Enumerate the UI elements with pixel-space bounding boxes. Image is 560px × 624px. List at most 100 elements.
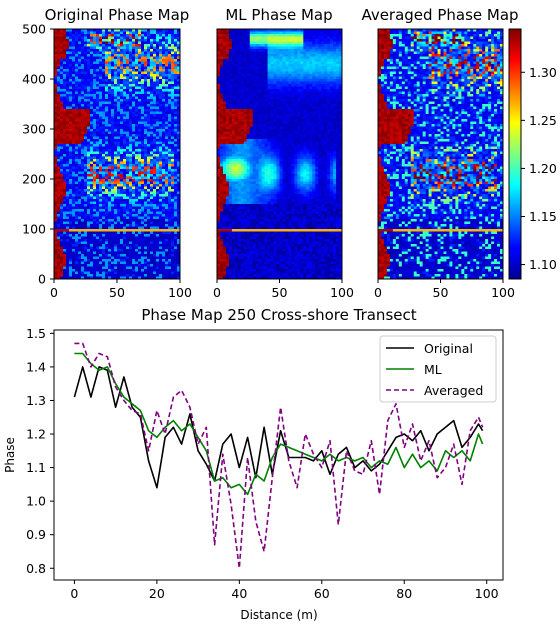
heatmap-cell <box>159 121 163 125</box>
heatmap-cell <box>63 251 67 255</box>
heatmap-cell <box>123 186 127 190</box>
heatmap-cell <box>96 219 100 222</box>
heatmap-cell <box>111 56 115 60</box>
heatmap-cell <box>135 221 139 225</box>
heatmap-cell <box>159 179 163 182</box>
heatmap-cell <box>66 271 70 275</box>
heatmap-cell <box>99 96 103 100</box>
heatmap-cell <box>258 39 262 42</box>
heatmap-cell <box>174 51 178 55</box>
heatmap-cell <box>144 261 148 265</box>
heatmap-cell <box>90 59 94 62</box>
heatmap-cell <box>111 39 115 42</box>
heatmap-cell <box>252 46 257 50</box>
heatmap-cell <box>78 151 82 155</box>
heatmap-cell <box>273 51 277 55</box>
heatmap-cell <box>324 69 328 72</box>
heatmap-cell <box>217 34 221 37</box>
heatmap-cell <box>217 69 221 72</box>
heatmap-cell <box>138 129 142 132</box>
heatmap-cell <box>102 91 106 95</box>
heatmap-cell <box>165 126 169 130</box>
heatmap-cell <box>177 229 181 232</box>
heatmap-cell <box>285 41 289 45</box>
heatmap-cell <box>162 66 166 70</box>
heatmap-cell <box>141 216 145 220</box>
heatmap-cell <box>75 179 79 182</box>
heatmap-cell <box>231 54 236 57</box>
heatmap-cell <box>54 179 58 182</box>
heatmap-cell <box>228 31 233 35</box>
heatmap-cell <box>54 266 58 270</box>
heatmap-cell <box>126 139 130 142</box>
heatmap-cell <box>129 191 133 195</box>
heatmap-cell <box>123 121 127 125</box>
heatmap-cell <box>240 66 245 70</box>
heatmap-cell <box>63 54 67 57</box>
heatmap-cell <box>63 186 67 190</box>
heatmap-cell <box>75 136 79 140</box>
heatmap-cell <box>123 246 127 250</box>
heatmap-cell <box>129 229 133 232</box>
heatmap-cell <box>90 164 94 167</box>
heatmap-cell <box>174 246 178 250</box>
heatmap-cell <box>96 179 100 182</box>
heatmap-cell <box>84 274 88 277</box>
heatmap-cell <box>96 261 100 265</box>
heatmap-cell <box>114 229 118 232</box>
heatmap-cell <box>174 59 178 62</box>
heatmap-cell <box>141 64 145 67</box>
heatmap-cell <box>219 36 224 40</box>
heatmap-cell <box>60 109 64 112</box>
heatmap-cell <box>114 71 118 75</box>
heatmap-cell <box>141 49 145 52</box>
heatmap-cell <box>153 164 157 167</box>
heatmap-cell <box>156 54 160 57</box>
heatmap-cell <box>135 174 139 177</box>
heatmap-cell <box>120 224 124 227</box>
heatmap-cell <box>135 54 139 57</box>
heatmap-cell <box>303 41 307 45</box>
heatmap-cell <box>105 241 109 245</box>
heatmap-cell <box>147 181 151 185</box>
heatmap-cell <box>138 226 142 230</box>
heatmap-cell <box>177 126 181 130</box>
heatmap-cell <box>117 116 121 120</box>
heatmap-cell <box>168 59 172 62</box>
heatmap-cell <box>66 109 70 112</box>
heatmap-cell <box>336 71 340 75</box>
heatmap-cell <box>105 64 109 67</box>
heatmap-cell <box>129 209 133 212</box>
heatmap-cell <box>138 41 142 45</box>
heatmap-cell <box>105 181 109 185</box>
heatmap-cell <box>108 179 112 182</box>
heatmap-cell <box>72 44 76 47</box>
heatmap-cell <box>147 134 151 137</box>
heatmap-cell <box>105 156 109 160</box>
heatmap-cell <box>96 271 100 275</box>
heatmap-cell <box>81 241 85 245</box>
heatmap-cell <box>174 149 178 152</box>
heatmap-cell <box>159 191 163 195</box>
heatmap-cell <box>126 271 130 275</box>
heatmap-cell <box>165 66 169 70</box>
heatmap-cell <box>246 46 251 50</box>
heatmap-cell <box>63 224 67 227</box>
heatmap-cell <box>111 241 115 245</box>
heatmap-cell <box>141 29 145 32</box>
heatmap-cell <box>60 129 64 132</box>
heatmap-cell <box>60 126 64 130</box>
heatmap-cell <box>105 231 109 235</box>
heatmap-cell <box>147 139 151 142</box>
heatmap-cell <box>129 114 133 117</box>
heatmap-cell <box>252 36 257 40</box>
heatmap-cell <box>114 169 118 172</box>
heatmap-cell <box>75 264 79 267</box>
heatmap-cell <box>84 229 88 232</box>
heatmap-cell <box>219 49 224 52</box>
heatmap-cell <box>174 56 178 60</box>
heatmap-cell <box>81 201 85 205</box>
heatmap-cell <box>141 266 145 270</box>
heatmap-cell <box>87 146 91 150</box>
heatmap-cell <box>279 39 283 42</box>
